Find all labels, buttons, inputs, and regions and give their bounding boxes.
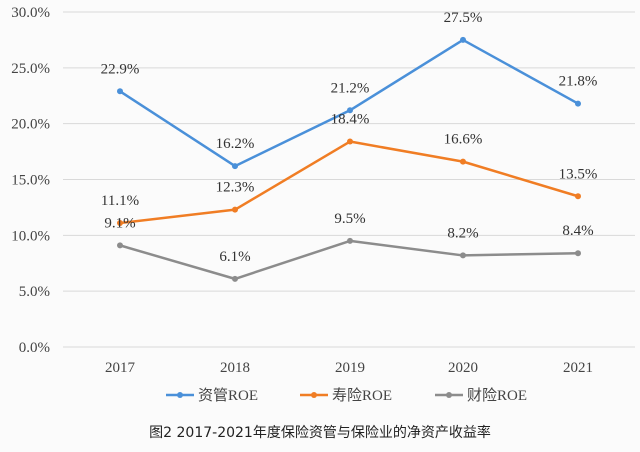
- legend-label: 资管ROE: [198, 387, 258, 404]
- series-line: [119, 38, 579, 168]
- legend-marker: [177, 392, 183, 398]
- data-label: 13.5%: [559, 166, 598, 182]
- y-tick-label: 10.0%: [11, 228, 50, 244]
- data-label: 8.2%: [447, 225, 478, 241]
- data-label: 9.5%: [334, 211, 365, 227]
- data-point: [347, 237, 353, 244]
- data-point: [117, 242, 123, 249]
- data-point: [232, 206, 238, 213]
- data-point: [460, 252, 466, 259]
- data-point: [575, 193, 581, 200]
- grid-lines: [63, 11, 635, 348]
- data-label: 12.3%: [216, 180, 255, 196]
- x-tick-label: 2021: [563, 360, 593, 376]
- legend-marker: [311, 392, 317, 398]
- data-label: 22.9%: [101, 61, 140, 77]
- data-label: 21.8%: [559, 74, 598, 90]
- data-label: 16.2%: [216, 136, 255, 152]
- x-tick-label: 2017: [105, 360, 136, 376]
- y-tick-label: 15.0%: [11, 173, 50, 189]
- y-tick-label: 30.0%: [11, 5, 50, 21]
- chart-caption: 图2 2017-2021年度保险资管与保险业的净资产收益率: [149, 424, 491, 441]
- data-point: [117, 88, 123, 95]
- data-label: 27.5%: [444, 10, 483, 26]
- data-point: [117, 220, 123, 227]
- data-label: 8.4%: [562, 223, 593, 239]
- series-line: [119, 239, 579, 281]
- data-label: 9.1%: [104, 215, 135, 231]
- y-tick-label: 5.0%: [19, 284, 50, 300]
- data-label: 21.2%: [331, 80, 370, 96]
- y-tick-label: 20.0%: [11, 117, 50, 133]
- y-tick-label: 25.0%: [11, 61, 50, 77]
- data-point: [575, 100, 581, 107]
- x-tick-label: 2020: [448, 360, 478, 376]
- legend-label: 寿险ROE: [332, 387, 392, 404]
- x-tick-label: 2019: [335, 360, 365, 376]
- data-labels: 22.9% 16.2% 21.2% 27.5% 21.8% 11.1% 12.3% 18.4%…: [101, 10, 598, 265]
- data-point: [347, 138, 353, 145]
- data-point: [232, 275, 238, 282]
- legend: 资管ROE 寿险ROE 财险ROE: [166, 387, 527, 404]
- data-label: 18.4%: [331, 112, 370, 128]
- x-axis-ticks: 2017 2018 2019 2020 2021: [105, 360, 593, 376]
- legend-label: 财险ROE: [467, 387, 527, 404]
- data-point: [575, 250, 581, 257]
- legend-marker: [446, 392, 452, 398]
- data-label: 6.1%: [219, 249, 250, 265]
- data-point: [460, 158, 466, 165]
- data-label: 11.1%: [101, 193, 139, 209]
- x-tick-label: 2018: [220, 360, 250, 376]
- data-point: [232, 163, 238, 170]
- y-tick-label: 0.0%: [19, 340, 50, 356]
- data-point: [460, 36, 466, 43]
- data-point: [347, 107, 353, 114]
- series-group: [117, 36, 581, 282]
- data-label: 16.6%: [444, 132, 483, 148]
- y-axis-ticks: 0.0% 5.0% 10.0% 15.0% 20.0% 25.0% 30.0%: [11, 5, 50, 356]
